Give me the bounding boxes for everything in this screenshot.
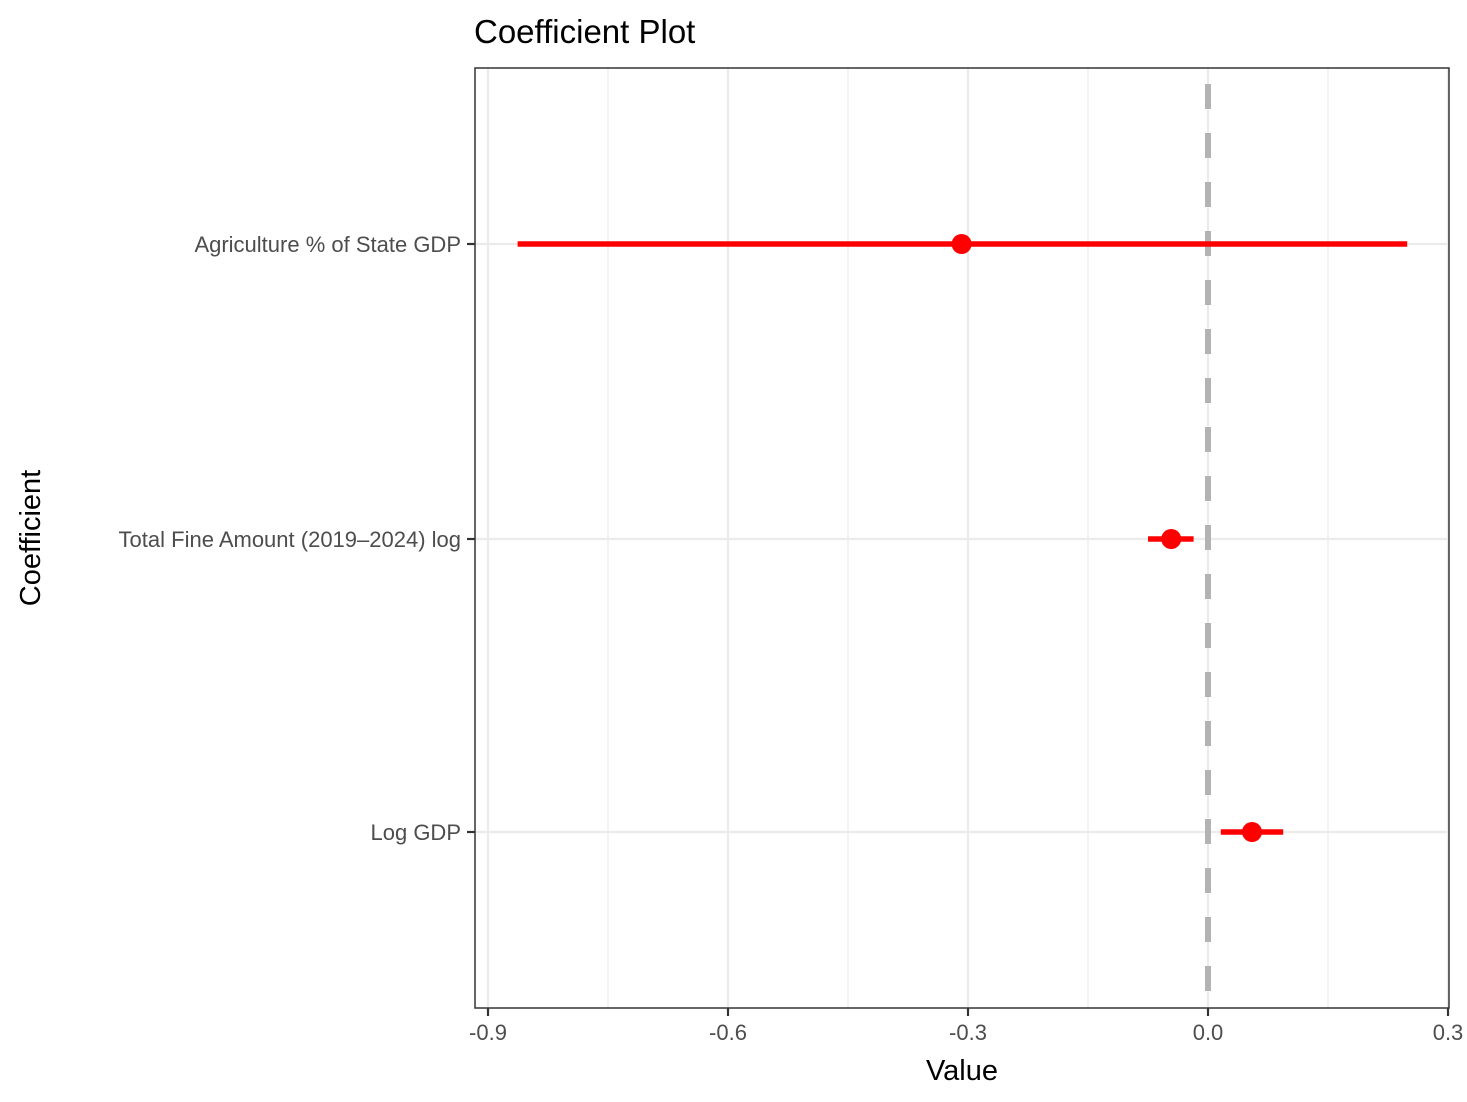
x-tick-label: 0.3 [1433,1020,1464,1045]
y-tick-label: Total Fine Amount (2019–2024) log [119,527,461,552]
x-tick-label: -0.6 [709,1020,747,1045]
x-tick-label: 0.0 [1193,1020,1224,1045]
plot-panel [474,67,1450,1009]
estimate-point [951,234,972,254]
x-tick-label: -0.3 [949,1020,987,1045]
estimate-point [1161,529,1182,549]
estimate-point [1242,822,1262,842]
x-axis: -0.9 -0.6 -0.3 0.0 0.3 [469,1008,1463,1045]
x-axis-title: Value [926,1055,998,1087]
y-axis-title: Coefficient [15,470,47,607]
y-axis: Agriculture % of State GDP Total Fine Amo… [119,232,475,845]
chart-title: Coefficient Plot [474,13,695,50]
y-tick-label: Agriculture % of State GDP [194,232,461,257]
y-tick-label: Log GDP [371,820,462,845]
coefficient-series [517,234,1408,842]
x-tick-label: -0.9 [469,1020,507,1045]
